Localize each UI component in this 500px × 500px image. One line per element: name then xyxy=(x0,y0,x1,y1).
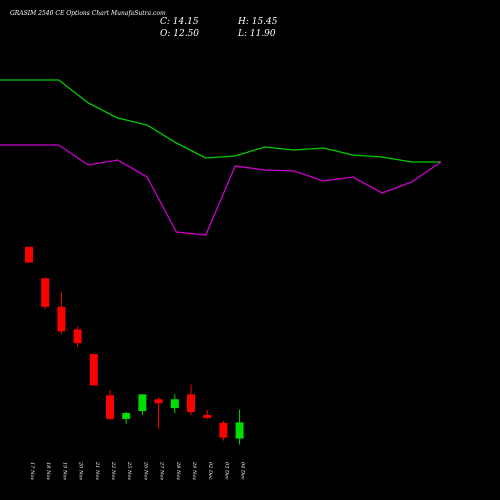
candle-body xyxy=(89,354,98,386)
candle-body xyxy=(170,399,179,409)
candle-body xyxy=(122,413,131,419)
x-tick-label: 03 Dec xyxy=(223,462,229,480)
high-value: H: 15.45 xyxy=(237,17,278,27)
x-tick-label: 17 Nov xyxy=(29,462,35,480)
candle-body xyxy=(57,306,66,332)
candle-body xyxy=(73,329,82,344)
x-tick-label: 20 Nov xyxy=(78,461,84,480)
chart-title: GRASIM 2540 CE Options Chart MunafaSutra… xyxy=(10,10,166,17)
candle-body xyxy=(187,394,195,413)
candle-body xyxy=(219,422,228,438)
low-value: L: 11.90 xyxy=(237,29,276,39)
x-tick-label: 28 Nov xyxy=(175,461,181,480)
candle-body xyxy=(203,414,212,418)
close-value: C: 14.15 xyxy=(160,17,199,27)
candle-body xyxy=(154,399,163,404)
x-tick-label: 19 Nov xyxy=(61,462,67,480)
lower-line-series xyxy=(0,144,442,236)
candle-body xyxy=(25,246,33,263)
candlesticks xyxy=(25,246,244,445)
upper-line-series xyxy=(0,79,441,163)
x-tick-label: 18 Nov xyxy=(45,462,51,480)
candle-body xyxy=(138,394,147,412)
candle-body xyxy=(235,422,244,439)
x-tick-label: 04 Dec xyxy=(240,462,246,480)
x-tick-label: 02 Dec xyxy=(207,462,213,480)
x-tick-label: 22 Nov xyxy=(110,461,116,480)
indicator-lines xyxy=(0,79,442,236)
x-tick-label: 25 Nov xyxy=(126,461,132,480)
candle-body xyxy=(41,278,50,307)
x-tick-label: 27 Nov xyxy=(159,461,165,480)
x-tick-label: 21 Nov xyxy=(94,461,100,480)
open-value: O: 12.50 xyxy=(160,29,199,39)
x-tick-label: 29 Nov xyxy=(191,461,197,480)
x-axis-ticks: 17 Nov 18 Nov 19 Nov 20 Nov 21 Nov 22 Nov 25 N… xyxy=(29,461,246,480)
x-tick-label: 26 Nov xyxy=(142,461,148,480)
candle-body xyxy=(106,395,114,419)
